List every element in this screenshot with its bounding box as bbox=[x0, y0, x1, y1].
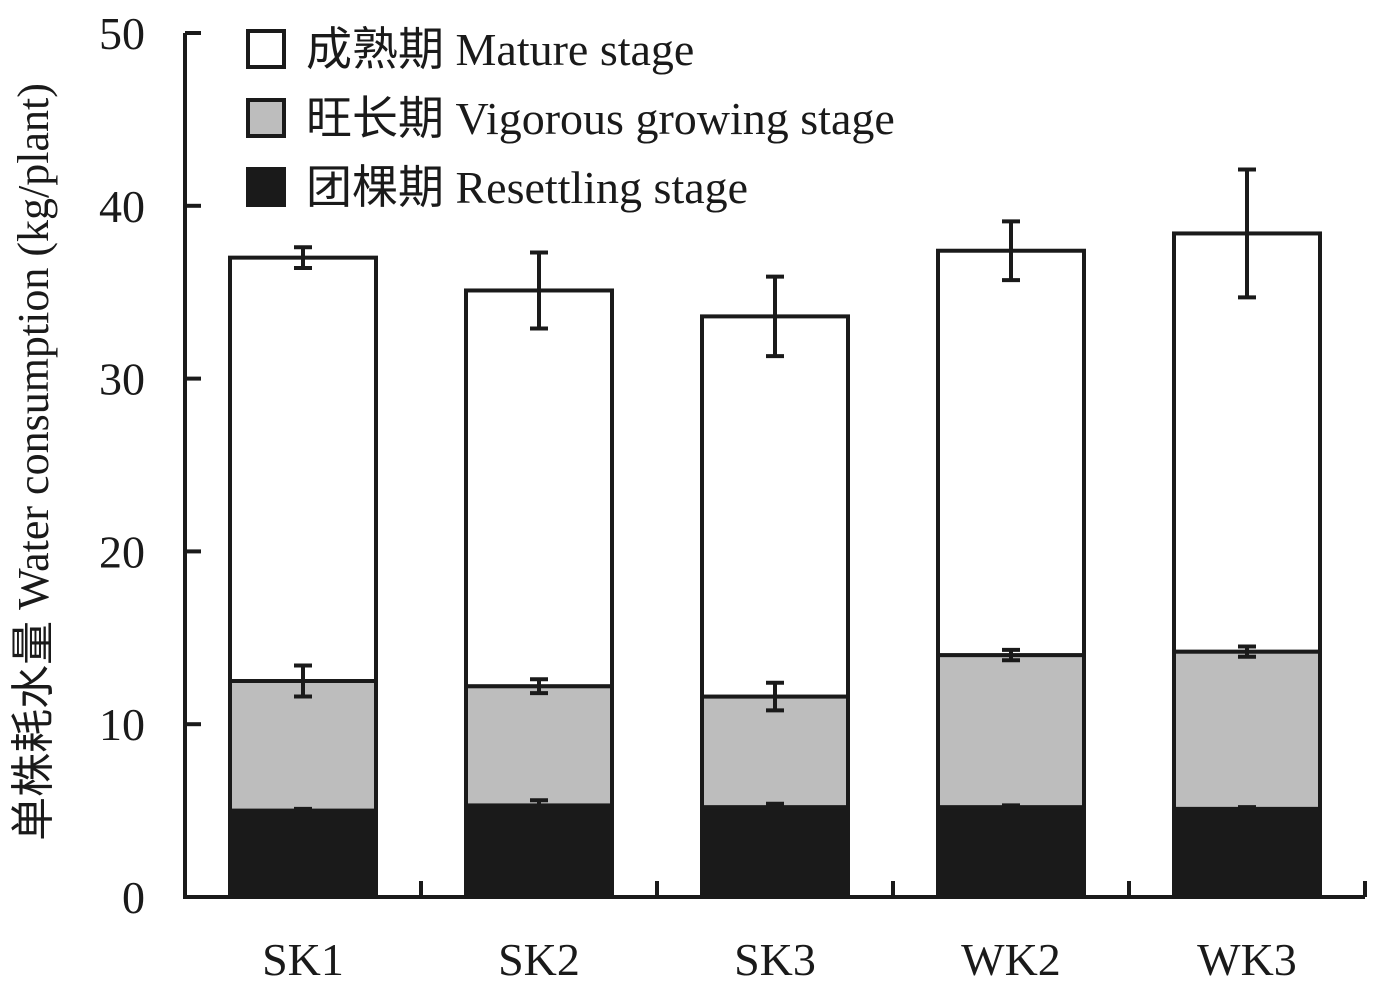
error-bar-sk1-s1 bbox=[294, 663, 312, 699]
x-tick-label-wk3: WK3 bbox=[1197, 934, 1297, 984]
error-bar-wk2-s1 bbox=[1002, 647, 1020, 663]
bar-segment-sk1-s0 bbox=[228, 808, 378, 899]
y-tick-label-10: 10 bbox=[99, 699, 145, 750]
bar-segment-wk3-s1 bbox=[1172, 649, 1322, 811]
x-tick-label-sk3: SK3 bbox=[734, 934, 816, 984]
x-tick-label-sk1: SK1 bbox=[262, 934, 344, 984]
error-bar-sk1-s2 bbox=[294, 245, 312, 271]
legend-swatch bbox=[246, 167, 286, 207]
error-bar-sk3-s0 bbox=[766, 801, 784, 813]
error-bar-wk3-s2 bbox=[1238, 167, 1256, 300]
bar-segment-sk3-s0 bbox=[700, 805, 850, 899]
x-tick-label-wk2: WK2 bbox=[961, 934, 1061, 984]
bar-segment-sk3-s2 bbox=[700, 314, 850, 699]
bar-segment-sk1-s2 bbox=[228, 255, 378, 683]
legend: 成熟期 Mature stage 旺长期 Vigorous growing sta… bbox=[246, 24, 895, 213]
bar-segment-sk2-s0 bbox=[464, 803, 614, 900]
bar-segment-wk2-s1 bbox=[936, 653, 1086, 810]
legend-swatch bbox=[246, 29, 286, 69]
error-bar-sk1-s0 bbox=[294, 806, 312, 815]
error-bar-sk3-s2 bbox=[766, 274, 784, 359]
y-tick-label-40: 40 bbox=[99, 181, 145, 232]
legend-item-0: 成熟期 Mature stage bbox=[246, 24, 694, 75]
error-bar-wk3-s0 bbox=[1238, 805, 1256, 813]
error-bar-sk2-s1 bbox=[530, 677, 548, 696]
error-bar-wk2-s2 bbox=[1002, 219, 1020, 283]
legend-swatch bbox=[246, 98, 286, 138]
axes-layer: SK1 SK2 SK3 WK2 WK3 0 10 20 30 40 50 bbox=[99, 8, 1367, 984]
x-tick-label-sk2: SK2 bbox=[498, 934, 580, 984]
error-bar-sk3-s1 bbox=[766, 680, 784, 713]
bar-segment-sk2-s1 bbox=[464, 684, 614, 808]
bar-segment-sk1-s1 bbox=[228, 679, 378, 813]
y-tick-label-50: 50 bbox=[99, 8, 145, 59]
y-tick-label-20: 20 bbox=[99, 526, 145, 577]
legend-item-1: 旺长期 Vigorous growing stage bbox=[246, 93, 895, 144]
error-bar-sk2-s2 bbox=[530, 250, 548, 331]
error-bars-layer bbox=[294, 167, 1256, 815]
bar-segment-wk2-s0 bbox=[936, 805, 1086, 899]
error-bar-wk2-s0 bbox=[1002, 803, 1020, 811]
legend-label: 成熟期 Mature stage bbox=[306, 24, 694, 75]
bar-segment-sk2-s2 bbox=[464, 288, 614, 689]
error-bar-wk3-s1 bbox=[1238, 644, 1256, 659]
bar-segment-wk2-s2 bbox=[936, 248, 1086, 658]
y-axis-label: 单株耗水量 Water consumption (kg/plant) bbox=[9, 83, 58, 841]
y-tick-label-0: 0 bbox=[122, 872, 145, 923]
legend-item-2: 团棵期 Resettling stage bbox=[246, 162, 748, 213]
error-bar-sk2-s0 bbox=[530, 798, 548, 813]
legend-label: 旺长期 Vigorous growing stage bbox=[306, 93, 895, 144]
legend-label: 团棵期 Resettling stage bbox=[306, 162, 748, 213]
y-tick-label-30: 30 bbox=[99, 354, 145, 405]
bar-segment-sk3-s1 bbox=[700, 694, 850, 810]
bar-segment-wk3-s0 bbox=[1172, 806, 1322, 900]
